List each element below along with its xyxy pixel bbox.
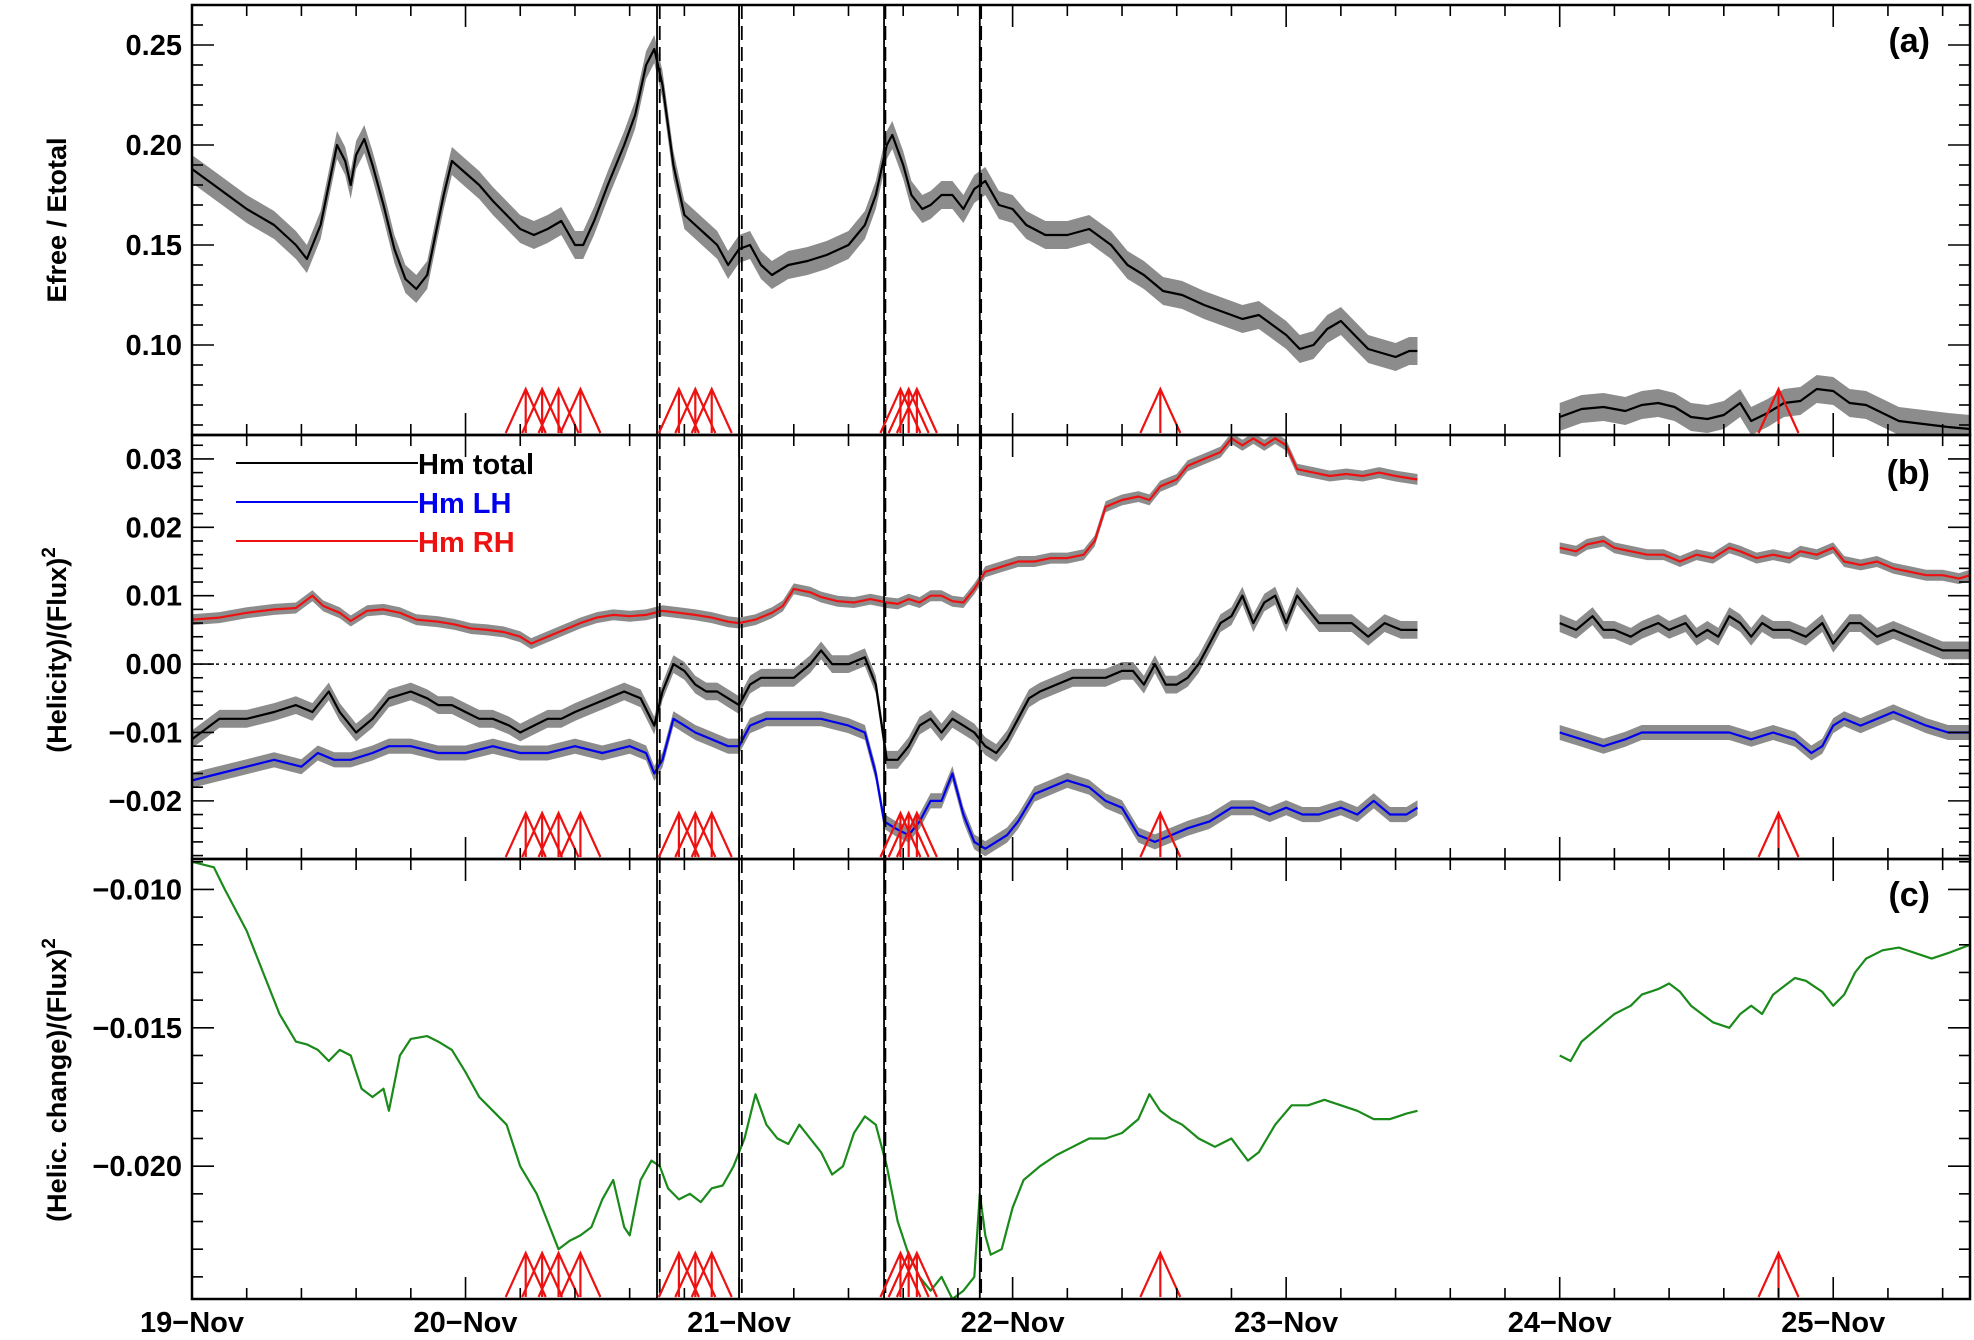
y-tick-label: 0.25 bbox=[126, 30, 182, 62]
panel-a-ticks bbox=[191, 4, 1970, 435]
flare-arrow bbox=[690, 386, 733, 434]
series-0-uncertainty-band-0 bbox=[192, 35, 1418, 371]
y-tick-label: 0.01 bbox=[126, 581, 182, 613]
flare-arrow bbox=[537, 810, 580, 858]
panel-c-ticks bbox=[191, 859, 1970, 1299]
flare-arrow bbox=[895, 386, 938, 434]
panel-a-arrows bbox=[504, 386, 1800, 434]
series-0-line-0 bbox=[192, 47, 1418, 359]
panel-c-vlines bbox=[656, 859, 983, 1299]
panel-b: −0.02 −0.01 0.00 0.01 0.02 0.03 (Helicity)/(F… bbox=[39, 433, 1972, 861]
series-0-line-0 bbox=[192, 860, 1418, 1299]
flare-arrow bbox=[537, 386, 580, 434]
x-tick-label: 23−Nov bbox=[1234, 1307, 1338, 1339]
panel-c-frame bbox=[190, 857, 1972, 1301]
y-tick-label: −0.01 bbox=[109, 717, 182, 749]
x-tick-label: 19−Nov bbox=[140, 1307, 244, 1339]
legend-label-hm-rh: Hm RH bbox=[418, 527, 515, 559]
hm-total-uncertainty-band-0 bbox=[192, 586, 1418, 769]
hm-lh-line-0 bbox=[192, 717, 1419, 850]
hm-rh-line-1 bbox=[1559, 539, 1970, 580]
flare-arrow bbox=[559, 810, 602, 858]
y-tick-label: 0.02 bbox=[126, 512, 182, 544]
panel-c-letter: (c) bbox=[1888, 876, 1930, 914]
series-0-line-1 bbox=[1559, 943, 1970, 1063]
panel-c: −0.020 −0.015 −0.010 (Helic. change)/(Flux… bbox=[39, 857, 1972, 1301]
legend-label-hm-lh: Hm LH bbox=[418, 488, 511, 520]
flare-arrow bbox=[895, 1250, 938, 1298]
flare-arrow bbox=[690, 810, 733, 858]
panel-c-ylabel: (Helic. change)/(Flux)2 bbox=[39, 938, 72, 1222]
flare-arrow bbox=[887, 386, 930, 434]
y-tick-label: −0.020 bbox=[92, 1151, 182, 1183]
x-tick-label: 25−Nov bbox=[1781, 1307, 1885, 1339]
series-0-uncertainty-band-1 bbox=[1559, 375, 1970, 435]
legend-label-hm-total: Hm total bbox=[418, 449, 534, 481]
panel-a-vlines bbox=[656, 5, 983, 435]
flare-arrow bbox=[559, 1250, 602, 1298]
hm-lh-uncertainty-band-1 bbox=[1559, 704, 1970, 761]
flare-arrow bbox=[895, 810, 938, 858]
y-tick-label: 0.00 bbox=[126, 649, 182, 681]
flare-arrow bbox=[690, 1250, 733, 1298]
hm-rh-line-0 bbox=[192, 437, 1418, 645]
panel-a-bands bbox=[192, 35, 1970, 435]
panel-a-ylabel: Efree / Etotal bbox=[42, 137, 72, 302]
panel-c-lines bbox=[192, 860, 1970, 1299]
y-tick-label: −0.02 bbox=[109, 786, 182, 818]
y-tick-label: 0.15 bbox=[126, 230, 182, 262]
flare-arrow bbox=[1139, 386, 1182, 434]
x-tick-label: 22−Nov bbox=[961, 1307, 1065, 1339]
x-tick-label: 24−Nov bbox=[1508, 1307, 1612, 1339]
hm-lh-uncertainty-band-0 bbox=[192, 711, 1418, 857]
flare-arrow bbox=[537, 1250, 580, 1298]
legend: Hm total Hm LH Hm RH bbox=[236, 449, 534, 559]
x-tick-labels: 19−Nov 20−Nov 21−Nov 22−Nov 23−Nov 24−Nov 25−N… bbox=[140, 1307, 1885, 1339]
panel-b-letter: (b) bbox=[1887, 454, 1930, 492]
y-tick-label: 0.20 bbox=[126, 130, 182, 162]
x-tick-label: 21−Nov bbox=[687, 1307, 791, 1339]
hm-total-uncertainty-band-1 bbox=[1559, 607, 1970, 660]
hm-lh-line-1 bbox=[1559, 710, 1970, 755]
panel-b-tick-labels: −0.02 −0.01 0.00 0.01 0.02 0.03 bbox=[109, 444, 182, 818]
panel-a-tick-labels: 0.10 0.15 0.20 0.25 bbox=[126, 30, 182, 362]
hm-total-line-1 bbox=[1559, 615, 1970, 652]
panel-a: 0.10 0.15 0.20 0.25 Efree / Etotal (a) bbox=[42, 3, 1972, 437]
flare-arrow bbox=[887, 810, 930, 858]
x-tick-label: 20−Nov bbox=[414, 1307, 518, 1339]
y-tick-label: −0.010 bbox=[92, 874, 182, 906]
panel-b-vlines bbox=[656, 435, 983, 859]
panel-a-letter: (a) bbox=[1888, 22, 1930, 60]
flare-arrow bbox=[559, 386, 602, 434]
panel-b-ylabel: (Helicity)/(Flux)2 bbox=[39, 547, 72, 753]
hm-total-line-0 bbox=[192, 594, 1418, 761]
y-tick-label: 0.10 bbox=[126, 330, 182, 362]
panel-c-tick-labels: −0.020 −0.015 −0.010 bbox=[92, 874, 182, 1183]
flare-arrow bbox=[887, 1250, 930, 1298]
panel-c-arrows bbox=[504, 1250, 1800, 1298]
flare-arrow bbox=[1139, 810, 1182, 858]
panel-b-arrows bbox=[504, 810, 1800, 858]
y-tick-label: −0.015 bbox=[92, 1013, 182, 1045]
flare-arrow bbox=[1139, 1250, 1182, 1298]
hm-rh-uncertainty-band-1 bbox=[1559, 535, 1970, 585]
y-tick-label: 0.03 bbox=[126, 444, 182, 476]
